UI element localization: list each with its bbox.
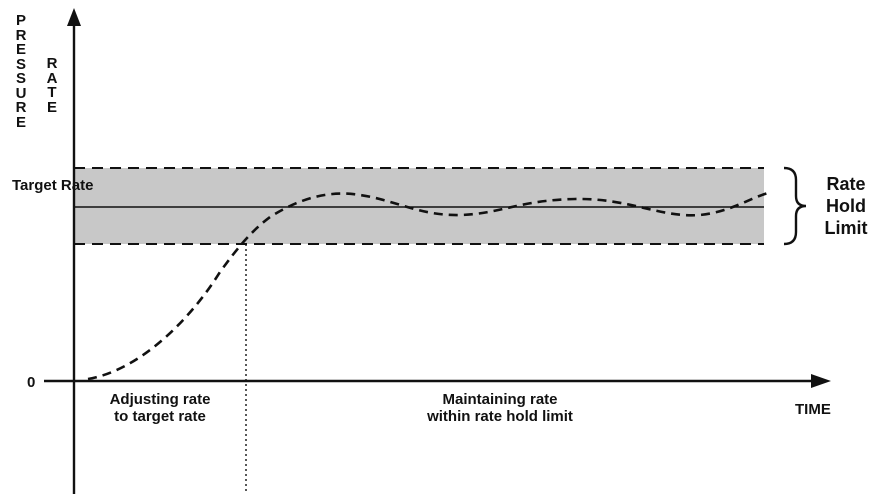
phase-adjusting-line1: Adjusting rate (109, 391, 211, 408)
pressure-letter: P (15, 12, 26, 29)
pressure-letter: S (15, 55, 26, 73)
zero-label: 0 (27, 374, 35, 391)
rate-letter: R (46, 55, 58, 72)
phase-adjusting-line2: to target rate (114, 408, 206, 425)
rate-hold-limit-label: Rate Hold Limit (815, 173, 877, 239)
hold-limit-brace (783, 166, 807, 246)
pressure-letter: R (15, 99, 27, 116)
rate-letter: A (46, 69, 58, 87)
phase-maintaining-line2: within rate hold limit (427, 408, 573, 425)
target-rate-label: Target Rate (12, 177, 94, 194)
x-axis-label: TIME (795, 401, 831, 418)
pressure-letter: E (15, 113, 26, 131)
pressure-letter: R (15, 26, 27, 44)
phase-adjusting-label: Adjusting rate to target rate (88, 391, 232, 425)
hold-limit-line3: Limit (824, 218, 868, 238)
pressure-rate-curve (87, 191, 769, 381)
hold-limit-line2: Hold (826, 196, 866, 216)
y-axis-arrowhead (67, 8, 81, 26)
rate-hold-band (74, 168, 764, 244)
x-axis-arrowhead (811, 374, 831, 388)
phase-maintaining-line1: Maintaining rate (442, 391, 558, 408)
rate-letter: T (47, 84, 57, 101)
phase-maintaining-label: Maintaining rate within rate hold limit (380, 391, 620, 425)
pressure-letter: E (15, 41, 26, 58)
hold-limit-line1: Rate (826, 174, 866, 194)
rate-letter: E (46, 98, 57, 116)
pressure-letter: S (15, 70, 26, 87)
y-axis-label-rate: R A T E (42, 55, 62, 116)
y-axis-label-pressure: P R E S S U R E (11, 12, 31, 131)
pressure-letter: U (15, 84, 27, 102)
